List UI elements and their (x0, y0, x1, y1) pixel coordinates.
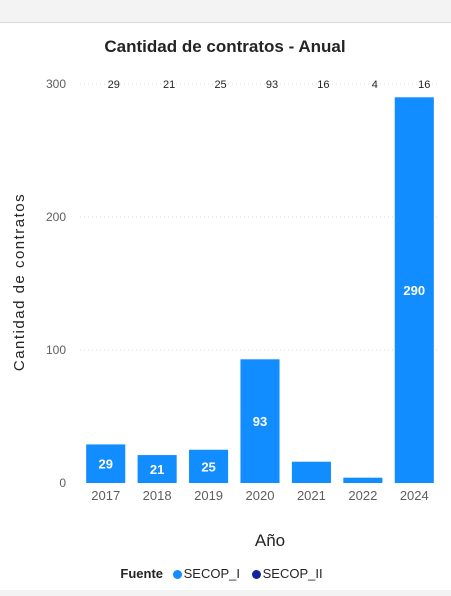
data-label: 25 (201, 459, 215, 474)
total-label: 21 (163, 79, 175, 91)
y-tick-label: 300 (46, 77, 66, 91)
x-tick-label: 2019 (194, 488, 223, 503)
x-tick-label: 2021 (297, 488, 326, 503)
data-label: 21 (150, 462, 164, 477)
bottom-strip (0, 590, 451, 596)
bar (343, 477, 383, 483)
bars: 29 21 25 93 290 (86, 97, 434, 484)
x-tick-label: 2020 (246, 488, 275, 503)
y-tick-label: 0 (59, 476, 66, 490)
total-label: 16 (317, 79, 329, 91)
data-label: 290 (403, 283, 425, 298)
x-axis: 2017 2018 2019 2020 2021 2022 2024 (91, 488, 428, 503)
total-label: 93 (266, 79, 278, 91)
bar (189, 449, 229, 483)
bar (137, 455, 177, 483)
total-label: 4 (372, 79, 378, 91)
legend-entry-secop-ii[interactable]: SECOP_II (251, 566, 323, 581)
legend-label-secop-i: SECOP_I (183, 566, 240, 581)
bar (86, 444, 126, 483)
legend-entry-secop-i[interactable]: SECOP_I (172, 566, 244, 581)
x-tick-label: 2022 (348, 488, 377, 503)
total-label: 16 (418, 79, 430, 91)
bar (394, 97, 434, 484)
y-axis: 0 100 200 300 (46, 77, 66, 490)
x-tick-label: 2018 (143, 488, 172, 503)
legend: Fuente SECOP_I SECOP_II (0, 566, 451, 581)
x-axis-title: Año (255, 531, 285, 550)
data-label: 93 (253, 414, 267, 429)
legend-title: Fuente (120, 566, 164, 581)
y-tick-label: 200 (46, 210, 66, 224)
x-tick-label: 2017 (91, 488, 120, 503)
data-label: 29 (98, 457, 112, 472)
top-toolbar-strip (0, 0, 451, 23)
y-tick-label: 100 (46, 343, 66, 357)
total-labels: 29 21 25 93 16 4 16 (108, 79, 431, 91)
bar (240, 359, 280, 483)
chart-title: Cantidad de contratos - Anual (104, 37, 345, 56)
legend-marker-secop-ii (251, 570, 261, 579)
total-label: 25 (214, 79, 226, 91)
y-axis-title: Cantidad de contratos (11, 193, 28, 371)
total-label: 29 (108, 79, 120, 91)
gridlines (80, 83, 440, 351)
legend-marker-secop-i (172, 570, 182, 579)
x-tick-label: 2024 (400, 488, 429, 503)
legend-label-secop-ii: SECOP_II (262, 566, 323, 581)
bar (291, 461, 331, 483)
